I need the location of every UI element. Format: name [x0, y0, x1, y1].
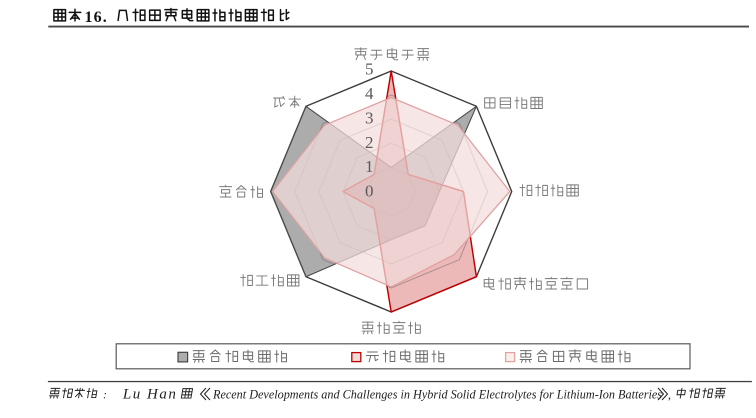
svg-text:3: 3: [365, 108, 374, 127]
svg-text:Recent Developments and Challe: Recent Developments and Challenges in Hy…: [212, 388, 662, 402]
svg-text:4: 4: [365, 84, 374, 103]
svg-text:Lu Han: Lu Han: [122, 387, 177, 403]
svg-text:2: 2: [365, 133, 374, 152]
svg-text:5: 5: [365, 59, 374, 78]
svg-text:1: 1: [365, 157, 374, 176]
svg-text:16.: 16.: [85, 9, 108, 26]
svg-text:,: ,: [668, 388, 671, 402]
svg-text::: :: [103, 388, 107, 402]
svg-text:0: 0: [365, 182, 374, 201]
